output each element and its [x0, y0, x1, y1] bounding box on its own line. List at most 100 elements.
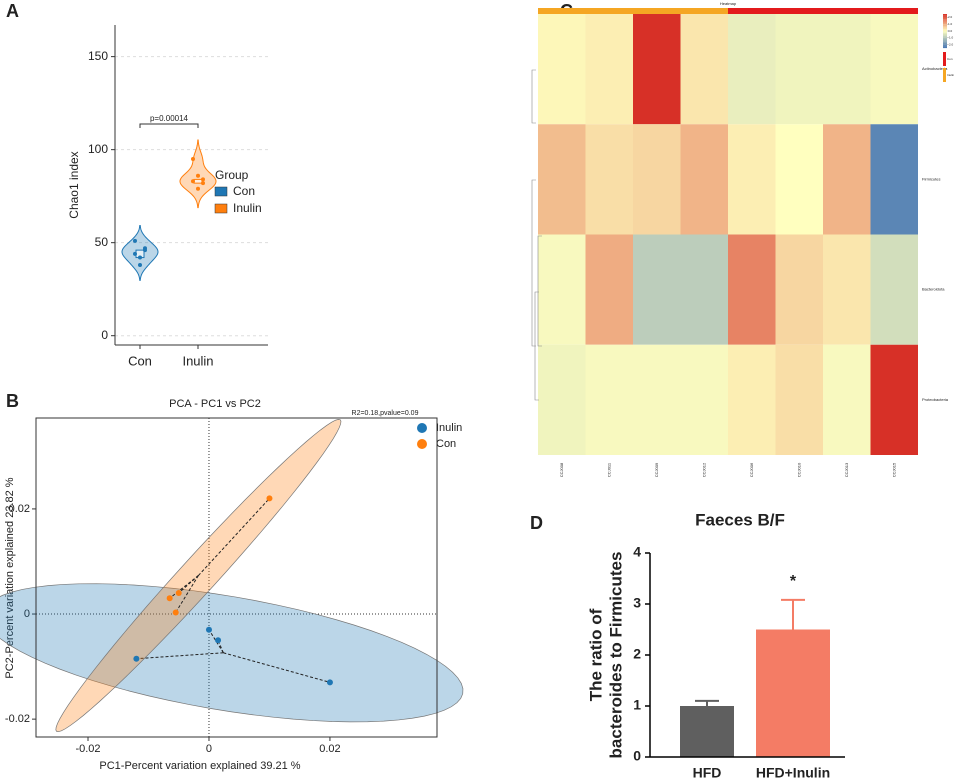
spider-line — [208, 629, 224, 654]
group-bar — [633, 8, 681, 14]
heatmap-cell — [585, 124, 633, 235]
column-label: CCJ011 — [606, 462, 611, 477]
colorbar-step — [943, 37, 947, 40]
heatmap-cell — [775, 14, 823, 125]
y-tick-label: 0 — [101, 328, 108, 342]
point — [201, 181, 205, 186]
heatmap-cell — [680, 344, 728, 455]
heatmap-cell — [538, 234, 586, 345]
confidence-ellipse — [0, 583, 464, 723]
heatmap-cell — [585, 14, 633, 125]
legend-swatch — [214, 186, 228, 197]
heatmap-cell — [633, 14, 681, 125]
point — [191, 179, 195, 184]
colorbar-step — [943, 20, 947, 23]
heatmap-cell — [823, 124, 871, 235]
box — [193, 178, 203, 184]
y-tick-label: 150 — [88, 49, 108, 63]
group-bar — [728, 8, 776, 14]
panel-label: A — [6, 1, 19, 21]
y-tick-label: 1 — [633, 697, 641, 713]
spider-line — [136, 652, 224, 660]
heatmap-cell — [585, 344, 633, 455]
y-tick-label: 3 — [633, 595, 641, 611]
colorbar-step — [943, 22, 947, 25]
colorbar-step — [943, 42, 947, 45]
colorbar-step — [943, 17, 947, 20]
heatmap-cell — [775, 344, 823, 455]
point — [215, 637, 222, 644]
group-bar — [538, 8, 586, 14]
y-tick-label: -0.02 — [5, 713, 30, 725]
colorbar-label: 2.0 — [948, 15, 953, 19]
point — [196, 173, 200, 178]
row-label: Bacteroidota — [922, 287, 945, 292]
y-axis-label: Chao1 index — [67, 151, 81, 218]
dendrogram — [531, 179, 536, 347]
heatmap-cell — [728, 234, 776, 345]
x-tick-label: 0 — [206, 743, 212, 755]
column-label: CCJ006 — [749, 462, 754, 477]
legend-swatch — [214, 203, 228, 214]
y-axis-label: The ratio of — [586, 608, 605, 701]
legend-title: Group — [215, 168, 249, 182]
chart-title: Faeces B/F — [695, 510, 785, 529]
chart-title: PCA - PC1 vs PC2 — [169, 398, 261, 410]
group-bar — [585, 8, 633, 14]
column-label: CCJ013 — [844, 462, 849, 477]
y-tick-label: 0 — [633, 748, 641, 764]
colorbar-step — [943, 24, 947, 26]
colorbar-step — [943, 44, 947, 47]
heatmap-cell — [870, 14, 918, 125]
legend-label: Con — [436, 438, 456, 450]
legend-label: Inulin — [947, 73, 955, 77]
point — [201, 177, 205, 182]
heatmap-cell — [728, 344, 776, 455]
column-label: CCJ010 — [796, 462, 801, 477]
y-axis-label: bacteroides to Firmicutes — [606, 552, 625, 759]
point — [191, 156, 195, 161]
colorbar-step — [943, 29, 947, 32]
annotation: * — [790, 573, 797, 590]
group-bar — [680, 8, 728, 14]
heatmap-cell — [775, 234, 823, 345]
heatmap-cell — [728, 14, 776, 125]
colorbar-label: -2.0 — [948, 42, 954, 46]
group-bar — [870, 8, 918, 14]
heatmap-cell — [538, 14, 586, 125]
point — [166, 595, 173, 602]
point — [133, 655, 140, 662]
bar — [756, 629, 830, 757]
heatmap-cell — [823, 344, 871, 455]
group-bar — [823, 8, 871, 14]
point — [266, 495, 273, 502]
x-axis-label: PC1-Percent variation explained 39.21 % — [99, 760, 300, 772]
heatmap-cell — [633, 234, 681, 345]
heatmap-cell — [823, 14, 871, 125]
legend-label: Inulin — [233, 201, 262, 215]
heatmap-cell — [680, 14, 728, 125]
point — [205, 626, 212, 633]
colorbar-step — [943, 25, 947, 28]
point — [175, 590, 182, 597]
y-tick-label: 0 — [24, 608, 30, 620]
bar — [680, 706, 734, 757]
colorbar-step — [943, 36, 947, 38]
x-tick-label: HFD — [693, 765, 722, 781]
colorbar-step — [943, 31, 947, 33]
legend-swatch — [943, 68, 946, 82]
colorbar-label: 0.0 — [948, 29, 953, 33]
column-label: CCJ012 — [701, 462, 706, 477]
heatmap-cell — [823, 234, 871, 345]
heatmap-cell — [538, 344, 586, 455]
colorbar-step — [943, 19, 947, 21]
dendrogram — [537, 235, 542, 347]
colorbar-step — [943, 15, 947, 18]
y-tick-label: 0.02 — [9, 503, 30, 515]
x-tick-label: Con — [128, 353, 152, 368]
colorbar-step — [943, 14, 947, 16]
heatmap-cell — [775, 124, 823, 235]
annotation: p=0.00014 — [150, 114, 189, 123]
heatmap-cell — [870, 234, 918, 345]
